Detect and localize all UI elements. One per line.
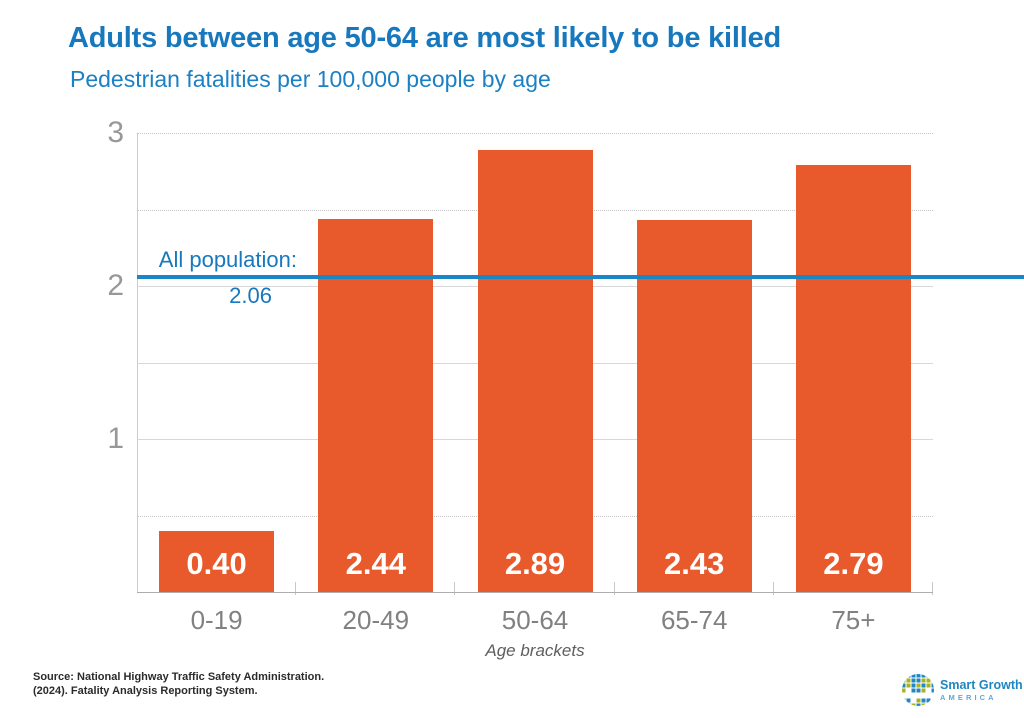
x-axis-tick bbox=[772, 582, 774, 595]
source-line-1: Source: National Highway Traffic Safety … bbox=[33, 671, 325, 683]
x-axis-tick bbox=[295, 582, 297, 595]
y-axis-tick-label: 3 bbox=[107, 116, 124, 149]
bar-0-19: 0.40 bbox=[159, 530, 275, 592]
plot-area: 0.40 2.44 2.89 2.43 2.79 bbox=[137, 133, 933, 592]
bar-value-label: 2.43 bbox=[664, 546, 725, 581]
x-axis-tick bbox=[932, 582, 933, 595]
smart-growth-america-logo: Smart Growth AMERICA bbox=[901, 673, 1023, 707]
x-axis-title: Age brackets bbox=[485, 641, 585, 660]
bar-20-49: 2.44 bbox=[318, 218, 434, 592]
x-axis-tick-label: 20-49 bbox=[342, 605, 410, 635]
bar-value-label: 0.40 bbox=[186, 546, 247, 581]
logo-wordmark-line1: Smart Growth bbox=[940, 677, 1023, 692]
reference-line-label: All population: bbox=[158, 246, 297, 272]
y-axis-tick-label: 1 bbox=[107, 422, 124, 455]
y-axis-tick-label: 2 bbox=[107, 269, 124, 302]
source-line-2: (2024). Fatality Analysis Reporting Syst… bbox=[33, 685, 258, 697]
bar-value-label: 2.89 bbox=[504, 546, 566, 581]
bar-value-label: 2.79 bbox=[823, 546, 884, 581]
source-note: Source: National Highway Traffic Safety … bbox=[33, 670, 324, 698]
bar-value-label: 2.44 bbox=[345, 546, 406, 581]
x-axis-tick bbox=[613, 582, 615, 595]
gridline bbox=[137, 133, 933, 134]
x-axis-tick bbox=[454, 582, 456, 595]
bar-50-64: 2.89 bbox=[477, 149, 593, 592]
x-axis-tick-label: 50-64 bbox=[501, 605, 569, 635]
reference-line bbox=[137, 274, 1024, 279]
x-axis-tick-label: 0-19 bbox=[190, 605, 243, 635]
bar-75+: 2.79 bbox=[795, 165, 911, 592]
page-title: Adults between age 50-64 are most likely… bbox=[68, 22, 782, 54]
logo-wordmark: Smart Growth AMERICA bbox=[940, 678, 1023, 703]
page-subtitle: Pedestrian fatalities per 100,000 people… bbox=[70, 66, 551, 92]
bar-65-74: 2.43 bbox=[636, 220, 752, 592]
x-axis-tick-label: 75+ bbox=[831, 605, 876, 635]
x-axis-line bbox=[137, 592, 933, 593]
reference-line-value: 2.06 bbox=[229, 282, 272, 308]
logo-wordmark-line2: AMERICA bbox=[940, 692, 997, 702]
x-axis-tick-label: 65-74 bbox=[660, 605, 728, 635]
smart-growth-america-logo-icon bbox=[902, 674, 934, 706]
